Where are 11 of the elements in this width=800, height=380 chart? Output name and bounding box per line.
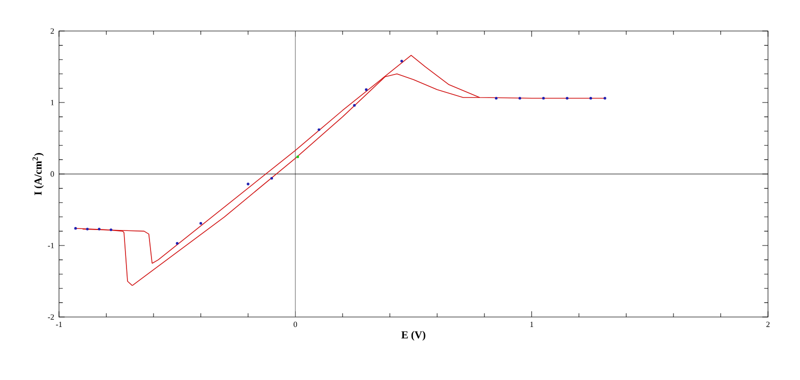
x-tick-label: 2	[766, 322, 770, 328]
x-tick-label: 0	[294, 322, 298, 328]
y-tick-label: 0	[50, 171, 54, 177]
y-tick-label: -1	[48, 242, 54, 248]
x-tick-label: -1	[56, 322, 62, 327]
x-axis-title: E (V)	[401, 330, 426, 341]
x-tick-label: 1	[530, 322, 534, 327]
y-tick-label: -2	[48, 314, 54, 320]
y-tick-label: 2	[50, 28, 54, 34]
y-tick-label: 1	[51, 100, 54, 106]
y-axis-title: I (A/cm$^{2}$)	[32, 153, 44, 196]
